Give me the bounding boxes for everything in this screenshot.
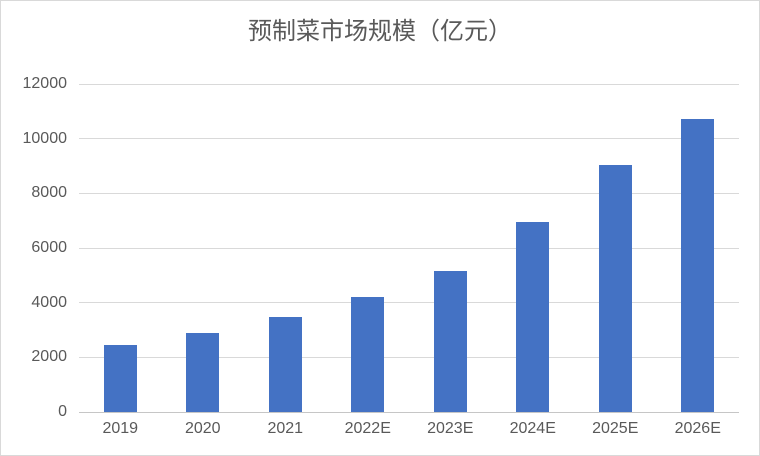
y-axis-tick-label: 0	[58, 403, 67, 420]
y-axis-tick-label: 10000	[22, 129, 68, 147]
y-axis-tick-label: 8000	[31, 184, 67, 202]
plot-area	[79, 83, 739, 413]
x-axis-category-label: 2026E	[674, 420, 721, 437]
bar-slot	[574, 84, 657, 412]
x-axis-category-label: 2025E	[592, 420, 639, 437]
bar-2023E	[433, 270, 467, 412]
y-axis: 0 2000 4000 6000 8000 10000 12000	[1, 75, 68, 420]
y-axis-tick-label: 4000	[31, 293, 67, 311]
y-axis-tick-label: 2000	[31, 348, 67, 366]
bar-slot	[327, 84, 410, 412]
gridline	[79, 356, 739, 358]
x-axis-category-label: 2023E	[427, 420, 474, 437]
bar-2021	[268, 317, 302, 412]
bar-series	[79, 84, 739, 412]
y-axis-tick-label: 6000	[31, 239, 67, 256]
x-axis-category-label: 2021	[267, 420, 304, 437]
bar-slot	[657, 84, 740, 412]
bar-2020	[186, 333, 220, 412]
bar-2022E	[351, 297, 385, 412]
bar-slot	[162, 84, 245, 412]
bar-2019	[103, 345, 137, 412]
x-axis-category-label: 2022E	[344, 420, 391, 437]
bar-2025E	[598, 164, 632, 412]
y-axis-tick-label: 12000	[22, 75, 68, 92]
x-axis-category-label: 2024E	[509, 420, 556, 437]
gridline	[79, 83, 739, 85]
x-axis-line	[79, 411, 739, 413]
bar-slot	[409, 84, 492, 412]
bar-2024E	[516, 222, 550, 412]
bar-slot	[244, 84, 327, 412]
bar-slot	[492, 84, 575, 412]
bar-2026E	[681, 119, 715, 412]
gridline	[79, 138, 739, 140]
chart-title: 预制菜市场规模（亿元）	[248, 18, 512, 45]
gridline	[79, 302, 739, 304]
x-axis-category-label: 2019	[102, 420, 139, 437]
bar-slot	[79, 84, 162, 412]
x-axis: 2019 2020 2021 2022E 2023E 2024E 2025E 2026E	[79, 420, 739, 438]
x-axis-category-label: 2020	[184, 420, 221, 437]
gridline	[79, 247, 739, 249]
gridline	[79, 192, 739, 194]
